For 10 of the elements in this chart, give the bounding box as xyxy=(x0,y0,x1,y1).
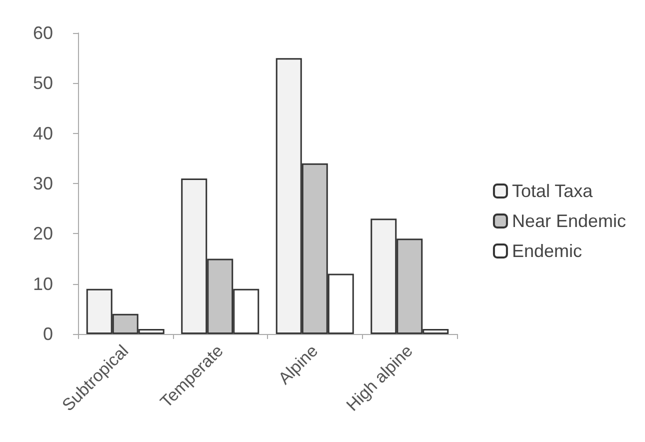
y-tick-label: 10 xyxy=(32,274,53,294)
y-tick-label: 20 xyxy=(32,224,53,244)
legend-label: Total Taxa xyxy=(512,181,594,201)
legend-label: Near Endemic xyxy=(512,211,626,231)
legend-label: Endemic xyxy=(512,241,582,261)
y-tick-label: 60 xyxy=(32,23,53,43)
y-tick-label: 30 xyxy=(32,174,53,194)
y-tick-label: 50 xyxy=(32,73,53,94)
y-tick-label: 0 xyxy=(42,324,53,344)
y-tick-label: 40 xyxy=(32,123,53,144)
